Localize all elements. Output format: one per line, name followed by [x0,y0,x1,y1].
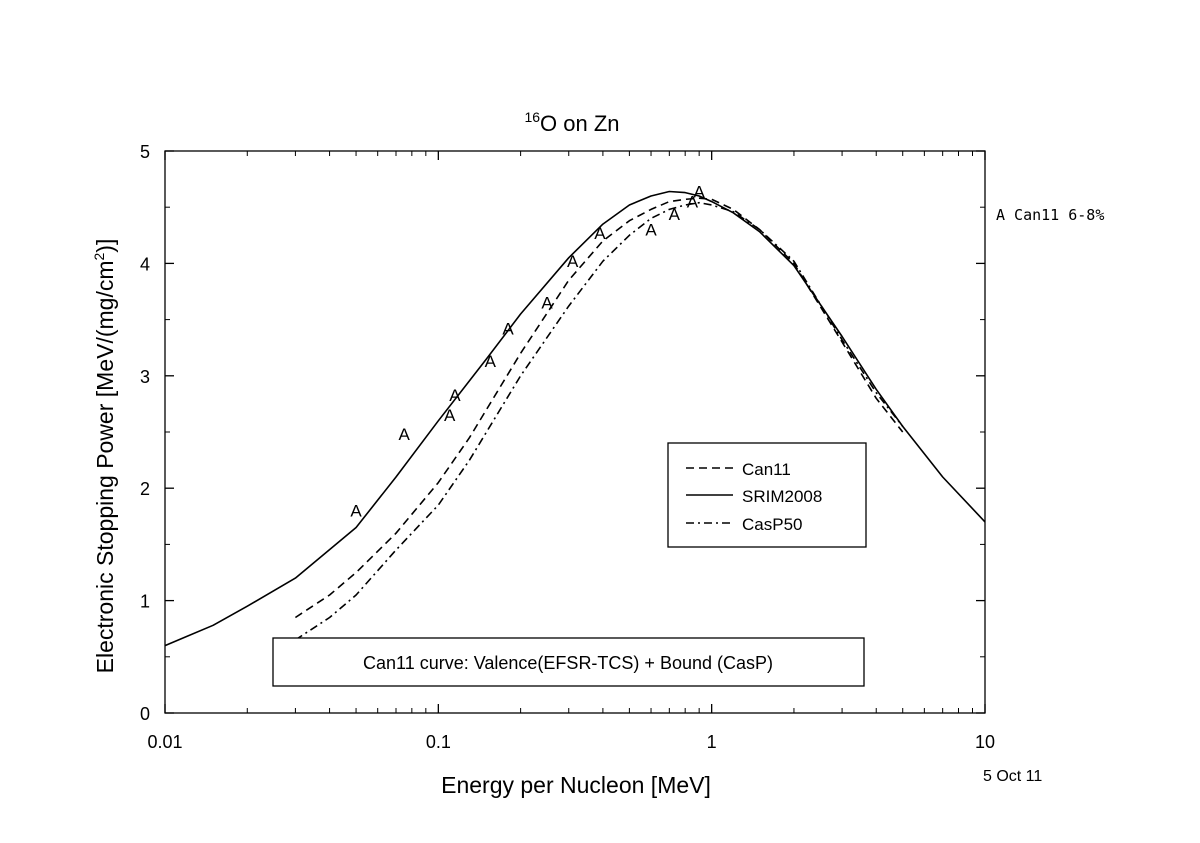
annotation: Can11 curve: Valence(EFSR-TCS) + Bound (… [272,637,865,687]
x-tick-label: 0.1 [426,732,451,752]
y-tick-label: 0 [140,704,150,724]
y-tick-label: 5 [140,142,150,162]
data-marker-a: A [449,386,461,405]
side-note: A Can11 6-8% [996,206,1104,224]
data-marker-a: A [350,502,362,521]
data-marker-a: A [669,205,681,224]
x-tick-label: 10 [975,732,995,752]
series-line-casp50 [294,201,904,641]
x-tick-label: 0.01 [147,732,182,752]
data-marker-a: A [645,221,657,240]
legend: Can11 SRIM2008 CasP50 [667,442,867,548]
series-layer [164,190,986,647]
data-marker-a: A [444,406,456,425]
legend-label-can11: Can11 [742,460,791,479]
legend-label-srim2008: SRIM2008 [742,487,822,506]
data-marker-a: A [693,182,705,201]
chart-title: 16O on Zn [524,109,619,136]
title-superscript: 16 [524,109,540,125]
date-label: 5 Oct 11 [983,768,1042,785]
annotation-text: Can11 curve: Valence(EFSR-TCS) + Bound (… [363,653,773,673]
y-tick-label: 2 [140,479,150,499]
data-marker-a: A [687,193,699,212]
y-axis-label: Electronic Stopping Power [MeV/(mg/cm2)] [91,239,118,674]
y-tick-label: 1 [140,592,150,612]
y-axis-label-sup: 2 [91,252,107,260]
data-marker-a: A [502,320,514,339]
y-tick-label: 4 [140,254,150,274]
legend-label-casp50: CasP50 [742,515,802,534]
data-marker-a: A [485,352,497,371]
series-line-can11 [294,197,904,619]
title-main: O on Zn [540,111,619,136]
series-line-srim2008 [164,190,986,647]
y-axis-label-end: )] [92,239,118,253]
data-marker-a: A [594,224,606,243]
x-axis-label: Energy per Nucleon [MeV] [441,772,711,798]
plot-frame [164,150,986,714]
data-marker-a: A [541,294,553,313]
y-axis-label-main: Electronic Stopping Power [MeV/(mg/cm [92,260,118,673]
y-tick-label: 3 [140,367,150,387]
data-marker-a: A [399,425,411,444]
data-marker-a: A [567,252,579,271]
x-tick-label: 1 [707,732,717,752]
annotation-box [272,637,865,687]
